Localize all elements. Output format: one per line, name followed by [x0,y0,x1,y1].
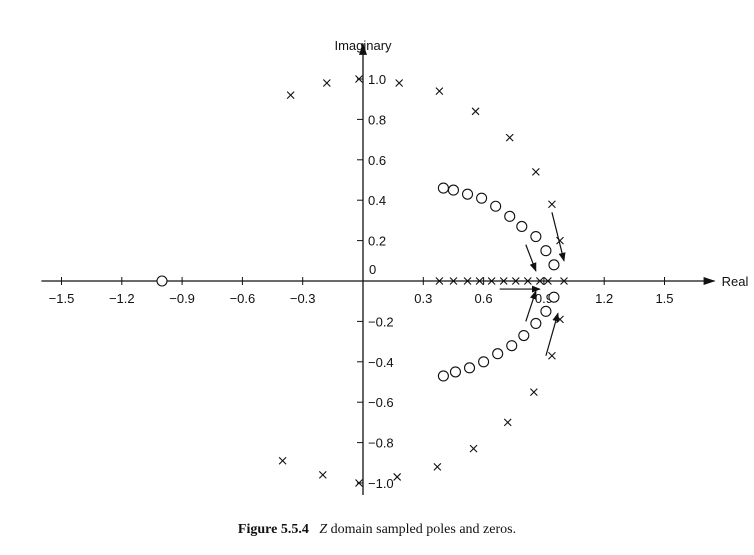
x-tick-label: 1.2 [595,291,613,306]
zero-marker [530,317,542,329]
y-tick-label: 0.4 [368,193,386,208]
zero-marker [437,370,449,382]
y-tick-label: 0.6 [368,153,386,168]
pole-marker [449,277,458,285]
y-tick-label: 0.8 [368,112,386,127]
pole-marker [531,168,540,176]
zero-marker [504,210,516,222]
x-tick-label: −1.5 [49,291,75,306]
x-tick-label: 0.3 [414,291,432,306]
pole-marker [463,277,472,285]
pole-marker [355,479,363,487]
pole-marker [393,473,402,481]
pole-marker [548,351,556,360]
zero-marker [476,192,488,204]
pole-marker [318,471,327,479]
trajectory-arrow [525,244,537,272]
pole-marker [278,456,287,465]
figure-label: Figure 5.5.4 [237,522,309,537]
pole-marker [556,236,564,245]
caption-variable: Z [319,522,328,537]
x-tick-label: 0.9 [535,291,553,306]
y-tick-label: −0.6 [368,395,394,410]
zero-marker [478,356,490,368]
trajectory-arrow [545,312,560,356]
pole-marker [322,79,331,87]
pole-marker [435,277,444,285]
pole-marker [475,277,484,285]
axis-ticks: −1.5 −1.2 −0.9 −0.6 −0.3 0.3 0.6 0.9 1.2 1.5 1.0 0.… [49,72,674,491]
y-tick-label: −1.0 [368,476,394,491]
pole-marker [435,87,444,96]
pole-marker [355,75,363,83]
pole-marker [529,388,538,396]
pole-marker [544,277,552,285]
zero-marker [518,329,530,342]
axes: Real Imaginary [41,38,749,496]
pole-marker [505,133,514,142]
zero-marker [156,275,168,287]
pole-marker [511,277,520,285]
zero-marker [447,184,460,196]
zero-marker [506,340,518,352]
zero-marker [530,231,542,243]
y-tick-label: 1.0 [368,72,386,87]
zero-marker [449,366,462,378]
plot-marks [156,75,568,487]
pole-marker [395,79,404,87]
pole-marker [523,277,532,285]
x-tick-label: −0.6 [230,291,256,306]
pole-marker [560,277,568,285]
x-tick-label: 1.5 [655,291,673,306]
zero-marker [548,259,560,271]
zero-marker [490,200,502,212]
pole-marker [503,418,512,427]
y-tick-label: 0.2 [368,234,386,249]
y-axis-title: Imaginary [334,38,392,53]
y-tick-label: −0.8 [368,436,394,451]
pole-marker [471,107,480,116]
trajectory-arrow [525,290,537,322]
y-tick-label: −0.2 [368,314,394,329]
origin-label: 0 [369,262,376,277]
trajectory-arrow [551,212,566,262]
zero-marker [461,188,474,200]
x-tick-label: −0.9 [169,291,195,306]
caption-text: domain sampled poles and zeros. [330,522,517,537]
zero-marker [548,291,560,303]
pole-marker [548,200,556,209]
zero-marker [463,362,476,374]
trajectory-arrows [499,212,566,356]
zero-marker [540,305,552,317]
y-tick-label: −0.4 [368,355,394,370]
pole-marker [535,277,544,285]
pole-zero-plot: Real Imaginary −1.5 −1.2 −0.9 −0.6 −0.3 0.3 0.6… [41,38,749,496]
pole-marker [499,277,508,285]
x-axis-title: Real [722,274,749,289]
pole-marker [487,277,496,285]
figure-caption: Figure 5.5.4 Z domain sampled poles and … [0,522,754,538]
pole-marker [286,91,295,100]
pole-marker [433,462,442,471]
x-tick-label: −0.3 [290,291,316,306]
x-tick-label: 0.6 [475,291,493,306]
zero-marker [492,348,504,360]
zero-marker [516,220,528,233]
zero-marker [540,245,552,257]
pole-marker [469,444,478,453]
zero-marker [437,182,449,194]
x-tick-label: −1.2 [109,291,135,306]
